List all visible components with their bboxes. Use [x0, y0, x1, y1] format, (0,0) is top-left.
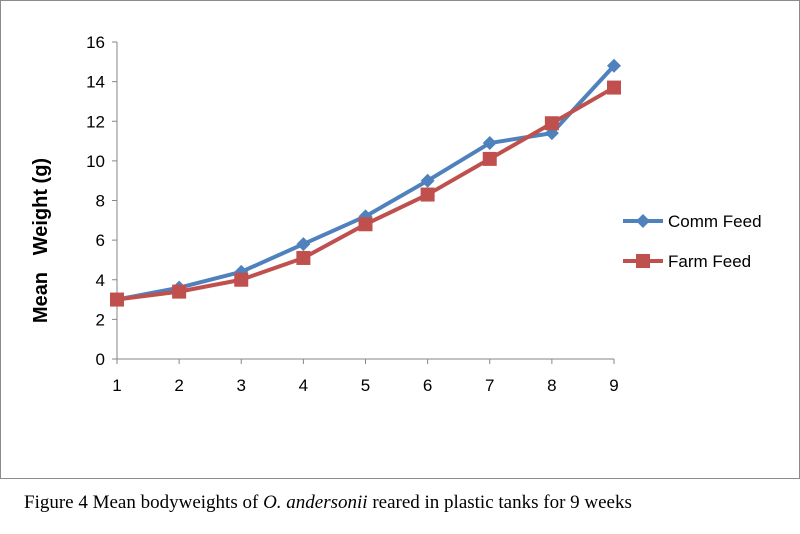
x-tick-label: 3 — [237, 376, 246, 395]
legend-comm-feed-marker — [636, 214, 650, 228]
farm-feed-point — [296, 250, 311, 265]
figure-caption: Figure 4 Mean bodyweights of O. anderson… — [24, 492, 794, 514]
farm-feed-point — [234, 272, 249, 287]
x-tick-label: 6 — [423, 376, 432, 395]
y-tick-label: 12 — [86, 112, 105, 131]
y-tick-label: 8 — [96, 192, 105, 211]
y-tick-label: 10 — [86, 152, 105, 171]
farm-feed-point — [607, 80, 621, 95]
caption-species: O. andersonii — [263, 492, 368, 513]
farm-feed-point — [172, 284, 187, 299]
y-tick-label: 2 — [96, 310, 105, 329]
comm-feed-point — [482, 136, 497, 151]
y-tick-label: 4 — [96, 271, 105, 290]
y-tick-label: 14 — [86, 73, 105, 92]
farm-feed-point — [358, 217, 373, 232]
comm-feed-point — [296, 237, 311, 252]
farm-feed-line — [116, 85, 615, 302]
chart-area: 0 2 4 6 8 10 12 14 16 1 2 3 4 5 6 7 8 9 Mean Weight (g) Com… — [0, 0, 800, 479]
x-tick-label: 2 — [174, 376, 183, 395]
x-tick-label: 1 — [112, 376, 121, 395]
y-axis-label: Mean Weight (g) — [30, 158, 52, 323]
farm-feed-point — [420, 187, 435, 202]
x-tick-label: 8 — [547, 376, 556, 395]
caption-prefix: Figure 4 Mean bodyweights of — [24, 492, 264, 513]
legend-comm-feed-label: Comm Feed — [668, 212, 762, 231]
y-tick-label: 16 — [86, 33, 105, 52]
caption-suffix: reared in plastic tanks for 9 weeks — [367, 492, 632, 513]
x-tick-label: 4 — [299, 376, 308, 395]
x-tick-label: 5 — [361, 376, 370, 395]
y-tick-label: 6 — [96, 231, 105, 250]
comm-feed-point — [420, 173, 435, 188]
x-tick-label: 7 — [485, 376, 494, 395]
comm-feed-point — [607, 58, 621, 73]
y-tick-label: 0 — [96, 350, 105, 369]
legend-farm-feed-marker — [636, 254, 650, 268]
farm-feed-point — [544, 116, 559, 131]
farm-feed-point — [482, 151, 497, 166]
legend-farm-feed-label: Farm Feed — [668, 252, 751, 271]
comm-feed-line — [116, 64, 616, 302]
farm-feed-point — [110, 292, 124, 307]
x-tick-label: 9 — [609, 376, 618, 395]
